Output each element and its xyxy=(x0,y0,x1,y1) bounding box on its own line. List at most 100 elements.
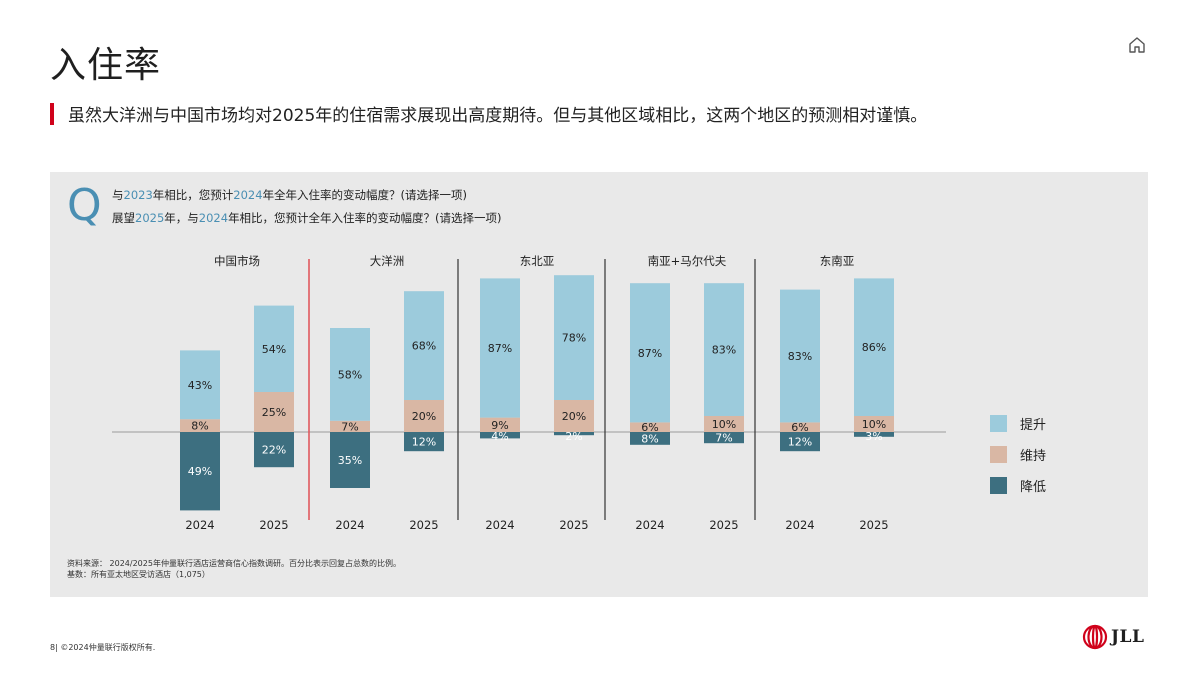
page-subtitle: 虽然大洋洲与中国市场均对2025年的住宿需求展现出高度期待。但与其他区域相比，这… xyxy=(68,106,928,126)
bar-segment-maintain xyxy=(254,392,294,432)
data-label-maintain: 9% xyxy=(491,419,508,432)
bar-segment-decrease xyxy=(630,432,670,445)
data-label-decrease: 12% xyxy=(788,436,812,449)
x-tick-label: 2024 xyxy=(335,518,364,532)
data-label-decrease: 8% xyxy=(641,432,658,445)
question-line-2: 展望2025年，与2024年相比，您预计全年入住率的变动幅度？(请选择一项) xyxy=(112,210,502,226)
data-label-increase: 86% xyxy=(862,341,886,354)
bar-segment-maintain xyxy=(554,400,594,432)
copyright-text: ©2024仲量联行版权所有. xyxy=(60,643,156,652)
bar-segment-increase xyxy=(180,350,220,420)
data-label-maintain: 10% xyxy=(712,418,736,431)
bar-segment-decrease xyxy=(554,432,594,436)
home-icon[interactable] xyxy=(1126,34,1148,56)
bar-segment-maintain xyxy=(704,416,744,432)
bar-segment-increase xyxy=(480,278,520,418)
jll-logo-mark-icon xyxy=(1082,624,1108,650)
bar-segment-increase xyxy=(704,283,744,416)
question-year: 2023 xyxy=(123,188,153,202)
legend-label: 降低 xyxy=(1020,479,1047,495)
question-year: 2024 xyxy=(233,188,263,202)
legend-swatch-decrease xyxy=(990,476,1007,494)
bar-segment-maintain xyxy=(330,420,370,432)
bar-segment-decrease xyxy=(404,432,444,452)
data-label-maintain: 6% xyxy=(791,421,808,434)
question-letter: Q xyxy=(67,180,102,231)
data-label-increase: 78% xyxy=(562,332,586,345)
legend-swatch-maintain xyxy=(990,445,1007,463)
logo-text: JLL xyxy=(1111,627,1145,647)
legend-item-increase: 提升 xyxy=(990,413,1046,433)
legend-swatch-increase xyxy=(990,414,1007,432)
legend-item-decrease: 降低 xyxy=(990,475,1046,495)
data-label-increase: 54% xyxy=(262,343,286,356)
bar-segment-increase xyxy=(404,291,444,400)
data-label-increase: 87% xyxy=(638,347,662,360)
bar-segment-maintain xyxy=(780,422,820,432)
data-label-decrease: 49% xyxy=(188,465,212,478)
x-tick-label: 2025 xyxy=(859,518,888,532)
data-label-maintain: 7% xyxy=(341,420,358,433)
question-line-1: 与2023年相比，您预计2024年全年入住率的变动幅度？(请选择一项) xyxy=(112,187,467,203)
bar-segment-decrease xyxy=(330,432,370,488)
source-line-1: 资料来源： 2024/2025年仲量联行酒店运营商信心指数调研。百分比表示回复占… xyxy=(67,559,401,568)
x-tick-label: 2024 xyxy=(785,518,814,532)
data-label-decrease: 4% xyxy=(491,430,508,443)
group-label: 东北亚 xyxy=(520,254,555,268)
data-label-decrease: 2% xyxy=(565,430,582,443)
question-text: 年相比，您预计 xyxy=(152,188,234,202)
bar-segment-decrease xyxy=(854,432,894,437)
bar-segment-decrease xyxy=(780,432,820,452)
source-note: 资料来源： 2024/2025年仲量联行酒店运营商信心指数调研。百分比表示回复占… xyxy=(67,558,401,580)
x-tick-label: 2024 xyxy=(485,518,514,532)
legend-label: 提升 xyxy=(1020,417,1047,433)
chart-panel xyxy=(50,172,1148,597)
page-title: 入住率 xyxy=(50,45,162,86)
data-label-increase: 43% xyxy=(188,379,212,392)
footer-copyright: 8| ©2024仲量联行版权所有. xyxy=(50,642,155,653)
bar-segment-increase xyxy=(554,275,594,400)
data-label-decrease: 35% xyxy=(338,454,362,467)
bar-segment-maintain xyxy=(630,422,670,432)
data-label-increase: 87% xyxy=(488,342,512,355)
group-label: 中国市场 xyxy=(214,254,260,268)
bar-segment-increase xyxy=(330,328,370,421)
data-label-decrease: 7% xyxy=(715,432,732,445)
data-label-maintain: 10% xyxy=(862,418,886,431)
data-label-maintain: 8% xyxy=(191,420,208,433)
data-label-maintain: 20% xyxy=(412,410,436,423)
data-label-decrease: 22% xyxy=(262,444,286,457)
bar-segment-maintain xyxy=(480,417,520,432)
legend-item-maintain: 维持 xyxy=(990,444,1046,464)
group-label: 东南亚 xyxy=(820,254,855,268)
data-label-maintain: 20% xyxy=(562,410,586,423)
bar-segment-increase xyxy=(254,305,294,392)
x-tick-label: 2025 xyxy=(259,518,288,532)
data-label-maintain: 6% xyxy=(641,421,658,434)
page-number: 8| xyxy=(50,643,58,652)
question-text: 年，与 xyxy=(164,211,199,225)
data-label-increase: 68% xyxy=(412,340,436,353)
data-label-increase: 58% xyxy=(338,368,362,381)
data-label-increase: 83% xyxy=(788,350,812,363)
data-label-decrease: 3% xyxy=(865,430,882,443)
bar-segment-maintain xyxy=(180,419,220,432)
question-text: 年相比，您预计全年入住率的变动幅度？(请选择一项) xyxy=(228,211,502,225)
x-tick-label: 2025 xyxy=(409,518,438,532)
x-tick-label: 2025 xyxy=(709,518,738,532)
subtitle-accent-bar xyxy=(50,103,54,125)
data-label-maintain: 25% xyxy=(262,406,286,419)
x-tick-label: 2024 xyxy=(635,518,664,532)
x-tick-label: 2025 xyxy=(559,518,588,532)
question-text: 展望 xyxy=(112,211,135,225)
data-label-increase: 83% xyxy=(712,344,736,357)
bar-segment-maintain xyxy=(854,416,894,432)
question-text: 年全年入住率的变动幅度？(请选择一项) xyxy=(262,188,468,202)
bar-segment-increase xyxy=(854,278,894,416)
group-label: 南亚+马尔代夫 xyxy=(648,254,727,268)
question-text: 与 xyxy=(112,188,124,202)
jll-logo: JLL xyxy=(1082,624,1144,650)
chart-legend: 提升 维持 降低 xyxy=(990,413,1046,506)
data-label-decrease: 12% xyxy=(412,436,436,449)
